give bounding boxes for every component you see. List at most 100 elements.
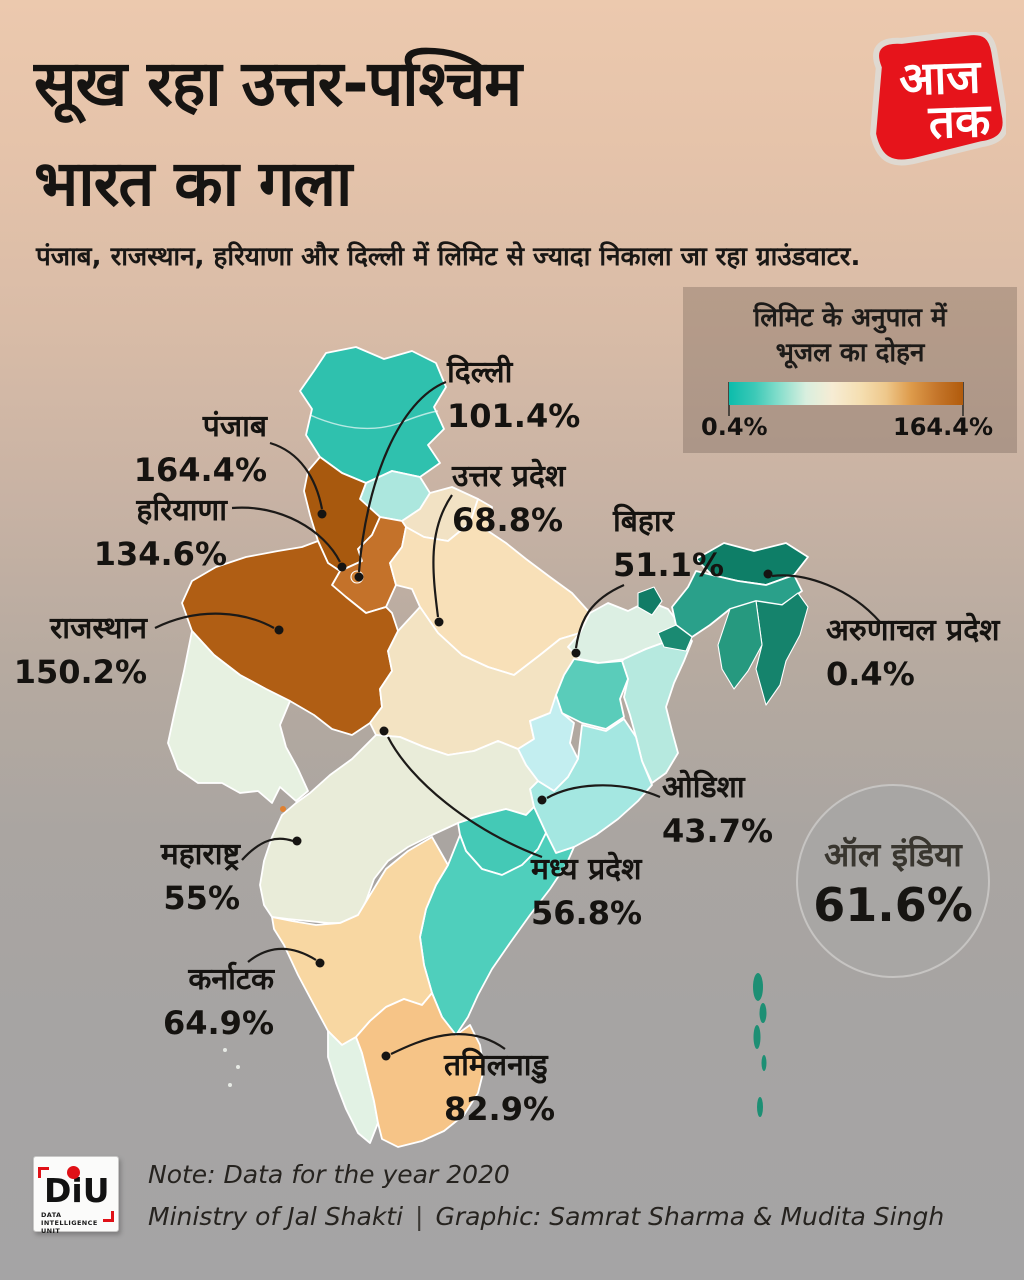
legend-title-line2: भूजल का दोहन [775, 338, 925, 369]
state-name: मध्य प्रदेश [531, 852, 642, 887]
state-name: राजस्थान [50, 611, 147, 646]
state-name: उत्तर प्रदेश [452, 459, 566, 494]
state-shape-tripura [717, 600, 763, 690]
diu-bracket-topleft-icon [38, 1167, 49, 1178]
state-name: बिहार [613, 504, 674, 539]
state-name: तमिलनाडु [444, 1048, 548, 1083]
footer-separator: | [415, 1202, 424, 1231]
all-india-label: ऑल इंडिया [824, 834, 962, 874]
state-inner-line-jk [309, 410, 439, 430]
leader-line-mp [387, 736, 543, 859]
page-title-line1: सूख रहा उत्तर-पश्चिम [34, 47, 522, 120]
leader-dot-tamilnadu [381, 1051, 391, 1061]
footer-note-line2: Ministry of Jal Shakti | Graphic: Samrat S… [148, 1202, 944, 1231]
legend-gradient-bar [729, 382, 963, 405]
state-value: 56.8% [531, 894, 643, 932]
state-value: 101.4% [447, 397, 581, 435]
state-shape-maharashtra [259, 734, 539, 924]
state-shape-tamilnadu [355, 992, 485, 1148]
state-label-karnataka: कर्नाटक 64.9% [163, 959, 274, 1046]
state-label-uttar-pradesh: उत्तर प्रदेश 68.8% [452, 456, 565, 543]
state-name: हरियाणा [136, 493, 227, 528]
leader-line-odisha [546, 784, 661, 799]
state-value: 150.2% [13, 653, 147, 691]
aajtak-logo-text-1: आज [898, 49, 983, 106]
state-shape-meghalaya [657, 624, 693, 652]
leader-line-maharashtra [241, 837, 294, 861]
state-value: 164.4% [133, 451, 267, 489]
andaman-islands [753, 973, 767, 1117]
state-label-arunachal: अरुणाचल प्रदेश 0.4% [826, 610, 1000, 697]
state-shape-jammu-kashmir [299, 346, 447, 484]
footer-source: Ministry of Jal Shakti [148, 1202, 404, 1231]
state-shape-gujarat [167, 630, 309, 804]
leader-dot-delhi [354, 572, 364, 582]
state-shape-northeast-east [755, 592, 809, 706]
legend-tick-max [962, 382, 964, 416]
state-name: दिल्ली [447, 355, 513, 390]
legend-panel: लिमिट के अनुपात में भूजल का दोहन 0.4% 16… [683, 287, 1017, 453]
leader-dot-maharashtra [292, 836, 302, 846]
state-shape-assam [671, 570, 803, 638]
diu-tagline: DATA INTELLIGENCE UNIT [41, 1211, 98, 1235]
leader-lines [154, 380, 881, 1061]
state-label-odisha: ओडिशा 43.7% [662, 767, 773, 854]
diu-red-dot-icon [67, 1166, 80, 1179]
page-title-line2: भारत का गला [34, 146, 352, 220]
ut-shape-daman [280, 806, 286, 812]
state-value: 82.9% [444, 1090, 556, 1128]
state-name: अरुणाचल प्रदेश [826, 613, 1000, 648]
leader-dot-rajasthan [274, 625, 284, 635]
state-value: 43.7% [662, 812, 774, 850]
page-title: सूख रहा उत्तर-पश्चिम भारत का गला [34, 34, 864, 233]
state-name: महाराष्ट्र [160, 837, 240, 872]
leader-line-karnataka [247, 947, 317, 963]
leader-line-haryana [231, 506, 341, 563]
state-value: 64.9% [162, 1004, 274, 1042]
aajtak-logo-shape [870, 32, 1006, 166]
state-label-tamilnadu: तमिलनाडु 82.9% [444, 1045, 555, 1132]
leader-dot-punjab [317, 509, 327, 519]
page-subtitle: पंजाब, राजस्थान, हरियाणा और दिल्ली में ल… [36, 242, 861, 272]
diu-bracket-bottomright-icon [103, 1211, 114, 1222]
leader-dot-haryana [337, 562, 347, 572]
footer-note-line1: Note: Data for the year 2020 [148, 1160, 510, 1189]
state-label-madhya-pradesh: मध्य प्रदेश 56.8% [531, 849, 642, 936]
legend-title: लिमिट के अनुपात में भूजल का दोहन [683, 301, 1017, 371]
leader-dot-odisha [537, 795, 547, 805]
leader-line-bihar [574, 583, 625, 649]
state-value: 51.1% [613, 546, 725, 584]
aajtak-logo: आज तक [870, 32, 1006, 166]
state-name: ओडिशा [662, 770, 745, 805]
leader-line-rajasthan [154, 612, 275, 629]
leader-dot-bihar [571, 648, 581, 658]
state-label-delhi: दिल्ली 101.4% [447, 352, 580, 439]
state-name: पंजाब [202, 409, 267, 444]
leader-dot-mp [379, 726, 389, 736]
state-shape-sikkim [637, 586, 663, 616]
leader-line-delhi [357, 380, 447, 573]
lakshadweep-islands [223, 1048, 240, 1087]
legend-title-line1: लिमिट के अनुपात में [753, 303, 947, 333]
state-label-rajasthan: राजस्थान 150.2% [14, 608, 147, 695]
leader-line-up [432, 494, 453, 618]
footer-credit: Graphic: Samrat Sharma & Mudita Singh [435, 1202, 945, 1231]
state-value: 68.8% [452, 501, 564, 539]
state-name: कर्नाटक [188, 962, 274, 997]
state-label-haryana: हरियाणा 134.6% [94, 490, 227, 577]
leader-line-arunachal [771, 574, 881, 623]
all-india-badge: ऑल इंडिया 61.6% [796, 784, 990, 978]
state-value: 55% [163, 879, 240, 917]
legend-max-label: 164.4% [893, 413, 993, 441]
leader-dot-karnataka [315, 958, 325, 968]
state-label-punjab: पंजाब 164.4% [134, 406, 267, 493]
leader-line-punjab [269, 441, 324, 510]
state-shape-rajasthan [181, 540, 399, 736]
legend-min-label: 0.4% [701, 413, 768, 441]
state-label-bihar: बिहार 51.1% [613, 501, 724, 588]
leader-dot-up [434, 617, 444, 627]
diu-logo: DiU DATA INTELLIGENCE UNIT [33, 1156, 119, 1235]
state-value: 134.6% [93, 535, 227, 573]
